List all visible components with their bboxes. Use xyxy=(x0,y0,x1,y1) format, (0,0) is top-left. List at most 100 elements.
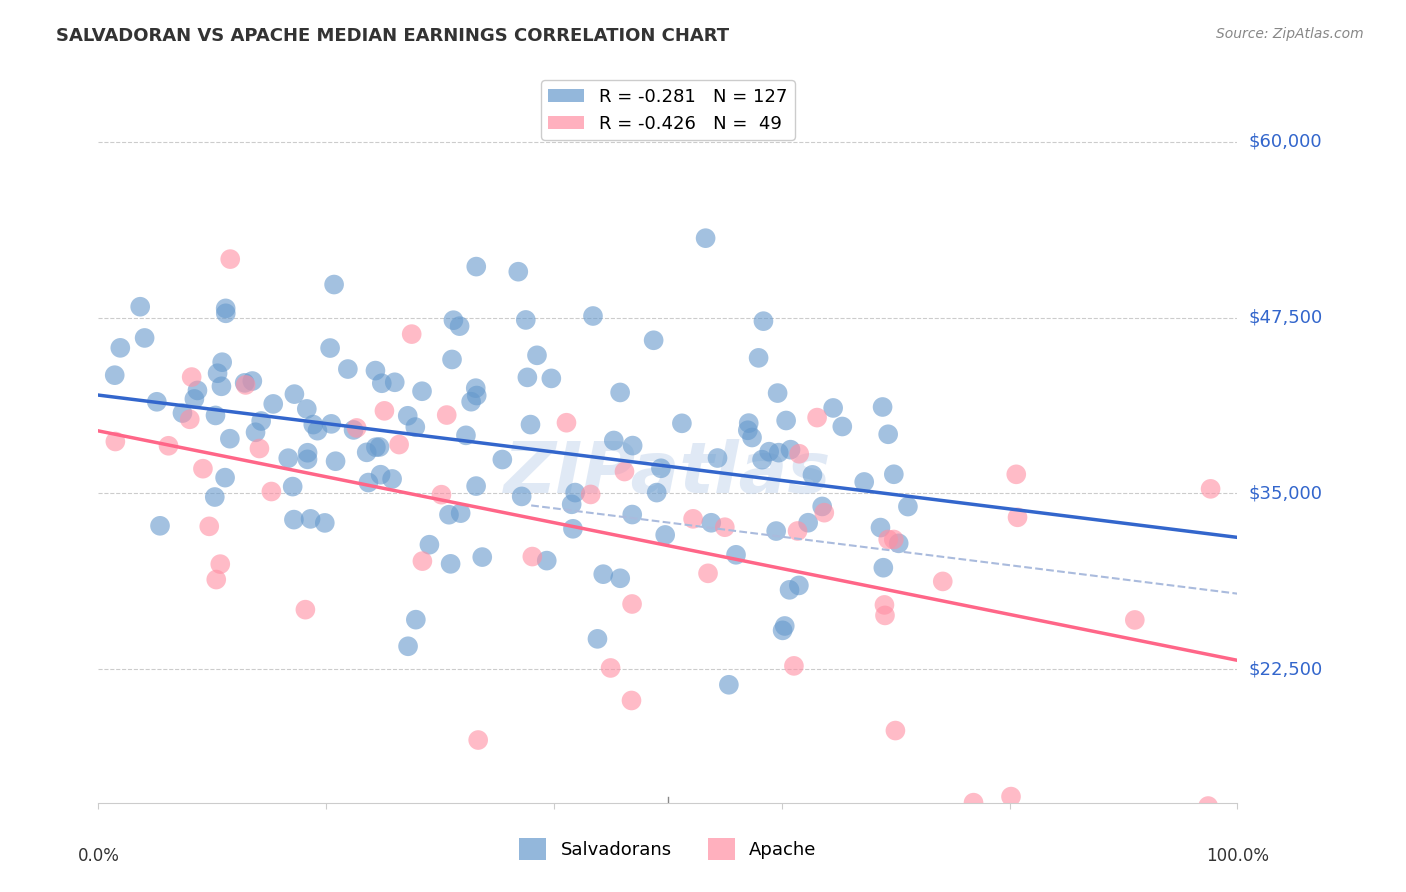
Point xyxy=(449,319,471,334)
Legend: Salvadorans, Apache: Salvadorans, Apache xyxy=(512,830,824,867)
Point xyxy=(772,624,794,638)
Text: $47,500: $47,500 xyxy=(1249,309,1323,326)
Point xyxy=(134,331,156,345)
Point xyxy=(205,573,228,587)
Text: Source: ZipAtlas.com: Source: ZipAtlas.com xyxy=(1216,27,1364,41)
Point xyxy=(751,452,773,467)
Point xyxy=(773,619,796,633)
Point xyxy=(204,490,226,504)
Point xyxy=(396,409,419,423)
Point xyxy=(450,506,472,520)
Point xyxy=(932,574,955,589)
Point xyxy=(323,277,346,292)
Point xyxy=(599,661,621,675)
Point xyxy=(297,446,319,460)
Text: $35,000: $35,000 xyxy=(1249,484,1323,502)
Point xyxy=(536,553,558,567)
Point xyxy=(706,450,728,465)
Point xyxy=(700,516,723,530)
Point xyxy=(765,524,787,538)
Point xyxy=(214,470,236,484)
Point xyxy=(454,428,477,442)
Point xyxy=(1007,510,1029,524)
Point xyxy=(897,500,920,514)
Text: 0.0%: 0.0% xyxy=(77,847,120,864)
Point xyxy=(516,370,538,384)
Point xyxy=(235,378,257,392)
Point xyxy=(671,417,693,431)
Point xyxy=(186,384,208,398)
Point xyxy=(325,454,347,468)
Point xyxy=(240,374,263,388)
Point xyxy=(172,406,194,420)
Point xyxy=(104,368,127,383)
Point xyxy=(797,516,820,530)
Point xyxy=(1005,467,1028,482)
Point xyxy=(302,417,325,432)
Point xyxy=(811,500,834,514)
Point xyxy=(526,348,548,362)
Point xyxy=(779,582,801,597)
Point xyxy=(283,513,305,527)
Point xyxy=(368,440,391,454)
Point xyxy=(823,401,845,415)
Point xyxy=(209,557,232,571)
Point xyxy=(471,550,494,565)
Point xyxy=(464,381,486,395)
Point xyxy=(582,309,605,323)
Point xyxy=(562,522,585,536)
Point xyxy=(388,437,411,451)
Point xyxy=(621,597,644,611)
Point xyxy=(405,613,427,627)
Point xyxy=(404,420,426,434)
Point xyxy=(465,479,488,493)
Point xyxy=(491,452,513,467)
Point xyxy=(357,475,380,490)
Point xyxy=(245,425,267,440)
Point xyxy=(157,439,180,453)
Point xyxy=(758,444,780,458)
Point xyxy=(579,487,602,501)
Point xyxy=(218,432,240,446)
Point xyxy=(873,608,896,623)
Point xyxy=(555,416,578,430)
Point xyxy=(249,442,271,456)
Point xyxy=(373,404,395,418)
Point xyxy=(643,333,665,347)
Point xyxy=(779,442,801,457)
Point xyxy=(436,408,458,422)
Point xyxy=(418,538,440,552)
Point xyxy=(620,693,643,707)
Text: $60,000: $60,000 xyxy=(1249,133,1322,151)
Point xyxy=(465,260,488,274)
Point xyxy=(211,355,233,369)
Point xyxy=(1197,799,1219,814)
Point xyxy=(515,313,537,327)
Point xyxy=(191,461,214,475)
Point xyxy=(233,376,256,390)
Point xyxy=(295,401,318,416)
Point xyxy=(356,445,378,459)
Point xyxy=(508,265,530,279)
Point xyxy=(207,366,229,380)
Point xyxy=(714,520,737,534)
Point xyxy=(346,421,368,435)
Point xyxy=(884,723,907,738)
Point xyxy=(775,413,797,427)
Point xyxy=(281,480,304,494)
Point xyxy=(787,447,810,461)
Point xyxy=(381,472,404,486)
Point xyxy=(724,548,747,562)
Point xyxy=(877,533,900,547)
Point xyxy=(887,536,910,550)
Point xyxy=(645,485,668,500)
Text: ZIPatlas: ZIPatlas xyxy=(505,439,831,508)
Point xyxy=(129,300,152,314)
Point xyxy=(299,512,322,526)
Point xyxy=(695,231,717,245)
Point xyxy=(314,516,336,530)
Point xyxy=(437,508,460,522)
Point xyxy=(411,384,433,399)
Point xyxy=(748,351,770,365)
Point xyxy=(621,439,644,453)
